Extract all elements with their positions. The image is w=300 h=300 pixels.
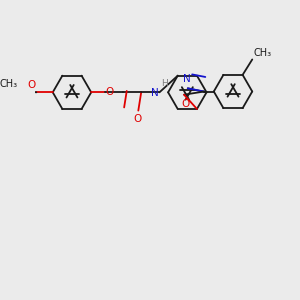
Text: O: O: [28, 80, 36, 90]
Text: CH₃: CH₃: [0, 79, 17, 89]
Text: N: N: [183, 74, 190, 84]
Text: O: O: [181, 99, 190, 109]
Text: O: O: [105, 87, 114, 97]
Text: H: H: [161, 80, 167, 88]
Text: N: N: [152, 88, 159, 98]
Text: O: O: [134, 114, 142, 124]
Text: CH₃: CH₃: [254, 48, 272, 58]
